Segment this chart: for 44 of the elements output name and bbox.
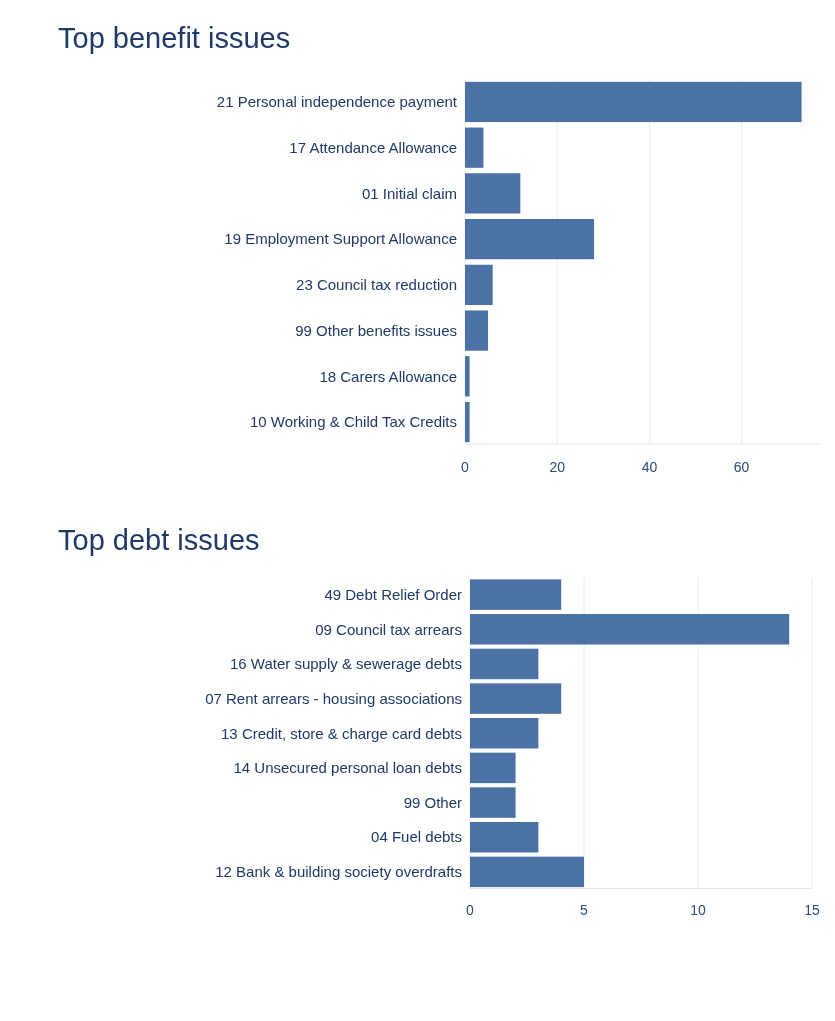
y-tick-label: 10 Working & Child Tax Credits: [249, 413, 457, 431]
x-tick-label: 60: [733, 459, 750, 475]
y-tick-label: 01 Initial claim: [361, 184, 457, 202]
bar: [470, 579, 562, 610]
y-tick-label: 16 Water supply & sewerage debts: [229, 655, 462, 673]
bar: [465, 81, 802, 123]
x-tick-label: 0: [466, 901, 475, 918]
y-tick-label: 12 Bank & building society overdrafts: [215, 863, 462, 881]
bar: [470, 683, 562, 714]
bar: [470, 718, 539, 749]
x-tick-label: 0: [461, 459, 470, 475]
bar: [465, 401, 470, 443]
y-tick-label: 09 Council tax arrears: [315, 620, 462, 638]
bar: [465, 219, 595, 260]
bar: [465, 127, 484, 168]
bar: [470, 856, 584, 888]
bar: [470, 787, 516, 818]
y-tick-label: 19 Employment Support Allowance: [224, 230, 457, 248]
y-tick-label: 18 Carers Allowance: [319, 367, 457, 385]
y-tick-label: 21 Personal independence payment: [216, 93, 458, 111]
bar: [465, 356, 470, 397]
x-tick-label: 15: [804, 901, 820, 918]
y-tick-label: 99 Other: [403, 793, 462, 811]
bar: [470, 648, 539, 680]
y-tick-label: 07 Rent arrears - housing associations: [205, 689, 462, 707]
y-tick-label: 17 Attendance Allowance: [289, 138, 457, 156]
x-tick-label: 20: [549, 459, 566, 475]
bar: [465, 173, 521, 214]
x-tick-label: 10: [690, 901, 706, 918]
y-tick-label: 23 Council tax reduction: [296, 276, 457, 294]
y-tick-label: 04 Fuel debts: [371, 828, 462, 846]
x-tick-label: 5: [580, 901, 589, 918]
y-tick-label: 14 Unsecured personal loan debts: [233, 759, 462, 777]
y-tick-label: 13 Credit, store & charge card debts: [221, 724, 462, 742]
text: Top benefit issues: [58, 22, 291, 54]
text: Top debt issues: [58, 524, 260, 556]
bar: [465, 264, 493, 305]
bar: [470, 752, 516, 784]
x-tick-label: 40: [641, 459, 658, 475]
y-tick-label: 99 Other benefits issues: [295, 321, 457, 339]
bar: [470, 614, 790, 645]
bar: [465, 310, 489, 351]
bar: [470, 821, 539, 853]
y-tick-label: 49 Debt Relief Order: [324, 585, 462, 603]
